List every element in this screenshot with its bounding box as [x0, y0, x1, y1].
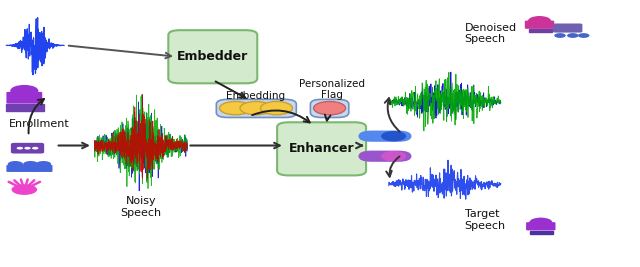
FancyBboxPatch shape: [277, 122, 366, 175]
Text: Embedding: Embedding: [227, 91, 285, 101]
Circle shape: [260, 101, 292, 115]
FancyBboxPatch shape: [216, 99, 296, 117]
Circle shape: [567, 33, 579, 38]
FancyBboxPatch shape: [35, 165, 52, 172]
Bar: [530, 231, 553, 234]
Circle shape: [32, 147, 38, 150]
Circle shape: [36, 161, 51, 167]
Text: Target
Speech: Target Speech: [465, 210, 506, 231]
Circle shape: [529, 218, 552, 227]
Circle shape: [314, 101, 346, 115]
FancyBboxPatch shape: [168, 30, 257, 83]
FancyBboxPatch shape: [11, 143, 44, 154]
Circle shape: [23, 161, 38, 167]
Text: Personalized
Flag: Personalized Flag: [298, 79, 365, 100]
FancyBboxPatch shape: [6, 92, 42, 104]
Text: Enhancer: Enhancer: [289, 142, 355, 155]
Circle shape: [381, 131, 406, 142]
Text: Denoised
Speech: Denoised Speech: [465, 23, 516, 44]
Text: Noisy
Speech: Noisy Speech: [120, 196, 161, 218]
Circle shape: [24, 147, 31, 150]
Circle shape: [528, 16, 551, 26]
FancyBboxPatch shape: [525, 21, 554, 29]
FancyBboxPatch shape: [22, 165, 40, 172]
Bar: [529, 29, 552, 32]
Circle shape: [220, 101, 252, 115]
Circle shape: [554, 33, 566, 38]
FancyBboxPatch shape: [358, 131, 412, 142]
Bar: [6, 109, 44, 111]
FancyBboxPatch shape: [358, 151, 412, 162]
FancyBboxPatch shape: [310, 99, 349, 117]
FancyBboxPatch shape: [6, 165, 24, 172]
Text: Embedder: Embedder: [177, 50, 248, 63]
FancyBboxPatch shape: [553, 23, 582, 33]
FancyBboxPatch shape: [526, 222, 556, 230]
Text: Enrollment: Enrollment: [10, 119, 70, 129]
Circle shape: [381, 151, 406, 162]
Circle shape: [240, 101, 272, 115]
Circle shape: [8, 161, 23, 167]
Circle shape: [12, 184, 37, 195]
Circle shape: [10, 85, 38, 97]
Circle shape: [578, 33, 589, 38]
Bar: [6, 104, 44, 108]
Circle shape: [17, 147, 23, 150]
